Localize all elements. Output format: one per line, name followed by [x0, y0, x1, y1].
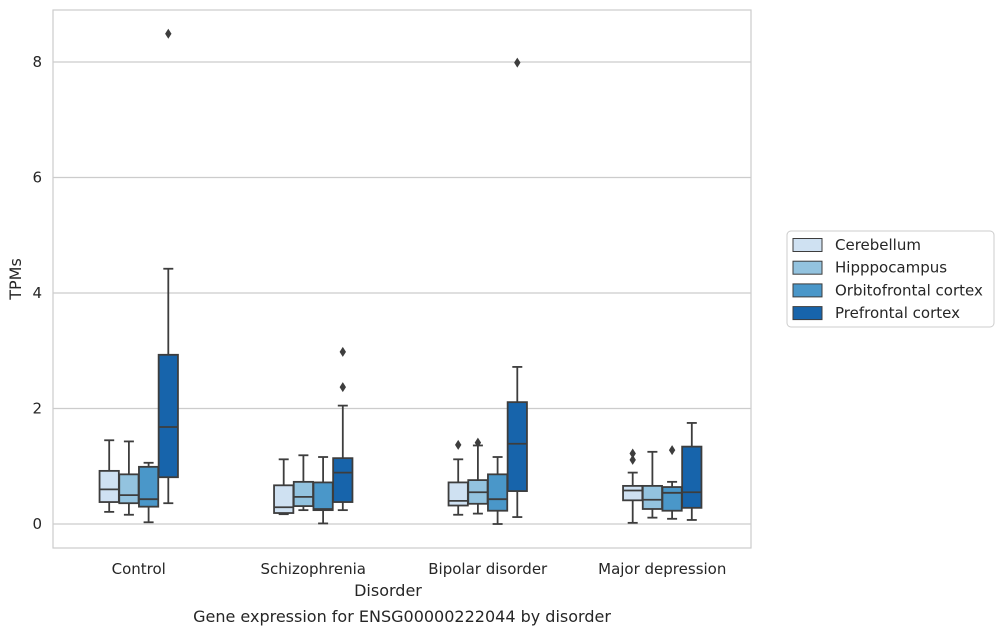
box-4: [157, 28, 179, 505]
x-tick-label: Control: [112, 560, 166, 578]
box-iqr: [157, 353, 179, 479]
legend-item: Orbitofrontal cortex: [792, 281, 983, 299]
figure-caption: Gene expression for ENSG00000222044 by d…: [193, 607, 611, 626]
x-tick-label: Schizophrenia: [261, 560, 366, 578]
box-1: [447, 439, 469, 516]
box-1: [622, 448, 644, 524]
outlier-point: [629, 454, 636, 465]
box-iqr: [273, 484, 295, 514]
x-tick-label: Bipolar disorder: [428, 560, 548, 578]
x-tick-labels: Control Schizophrenia Bipolar disorder Majo…: [112, 560, 727, 578]
outlier-point: [339, 382, 346, 393]
legend: Cerebellum Hipppocampus Orbitofrontal cort…: [786, 230, 995, 328]
box-3: [138, 461, 160, 524]
box-iqr: [681, 445, 703, 509]
legend-item: Hipppocampus: [792, 259, 947, 277]
legend-item: Cerebellum: [792, 236, 921, 254]
y-axis-label: TPMs: [6, 258, 25, 301]
legend-label: Prefrontal cortex: [835, 304, 960, 322]
x-tick-label: Major depression: [598, 560, 726, 578]
legend-swatch: [792, 283, 823, 298]
box-iqr: [118, 473, 140, 505]
y-tick-labels: 0 2 4 6 8: [32, 53, 42, 533]
box-iqr: [487, 473, 509, 512]
box-iqr: [292, 480, 314, 507]
box-iqr: [447, 481, 469, 507]
box-2: [118, 440, 140, 516]
y-tick-label: 2: [32, 400, 42, 418]
box-iqr: [98, 469, 120, 503]
legend-label: Orbitofrontal cortex: [835, 281, 983, 299]
legend-swatch: [792, 260, 823, 275]
y-tick-label: 6: [32, 169, 42, 187]
box-4: [681, 422, 703, 521]
legend-swatch: [792, 238, 823, 252]
box-2: [467, 437, 489, 515]
grid-lines: [53, 61, 751, 525]
outlier-point: [455, 439, 462, 450]
box-2: [641, 450, 663, 519]
legend-swatch: [792, 306, 823, 321]
box-iqr: [622, 484, 644, 502]
box-iqr: [138, 465, 160, 508]
outlier-point: [668, 445, 676, 456]
box-1: [98, 439, 120, 513]
outlier-point: [165, 28, 172, 39]
legend-frame: [786, 230, 995, 328]
box-1: [273, 458, 295, 516]
box-3: [661, 445, 683, 520]
outlier-point: [629, 448, 636, 459]
box-iqr: [506, 401, 528, 492]
box-3: [487, 456, 509, 525]
y-tick-label: 4: [32, 284, 42, 302]
box-iqr: [312, 481, 334, 512]
plot-area-frame: [52, 9, 752, 549]
x-axis-label: Disorder: [354, 581, 422, 600]
box-4: [332, 346, 354, 512]
box-groups: [98, 28, 703, 525]
legend-label: Hipppocampus: [835, 259, 947, 277]
outlier-point: [514, 57, 521, 68]
y-tick-label: 0: [32, 515, 42, 533]
box-3: [312, 456, 334, 525]
legend-item: Prefrontal cortex: [792, 304, 960, 322]
legend-label: Cerebellum: [835, 236, 921, 254]
outlier-point: [339, 346, 346, 357]
box-iqr: [332, 457, 354, 503]
box-iqr: [641, 484, 663, 510]
box-4: [506, 57, 528, 518]
box-iqr: [661, 486, 683, 512]
outlier-point: [474, 437, 482, 448]
y-tick-label: 8: [32, 53, 42, 71]
box-2: [292, 454, 314, 512]
